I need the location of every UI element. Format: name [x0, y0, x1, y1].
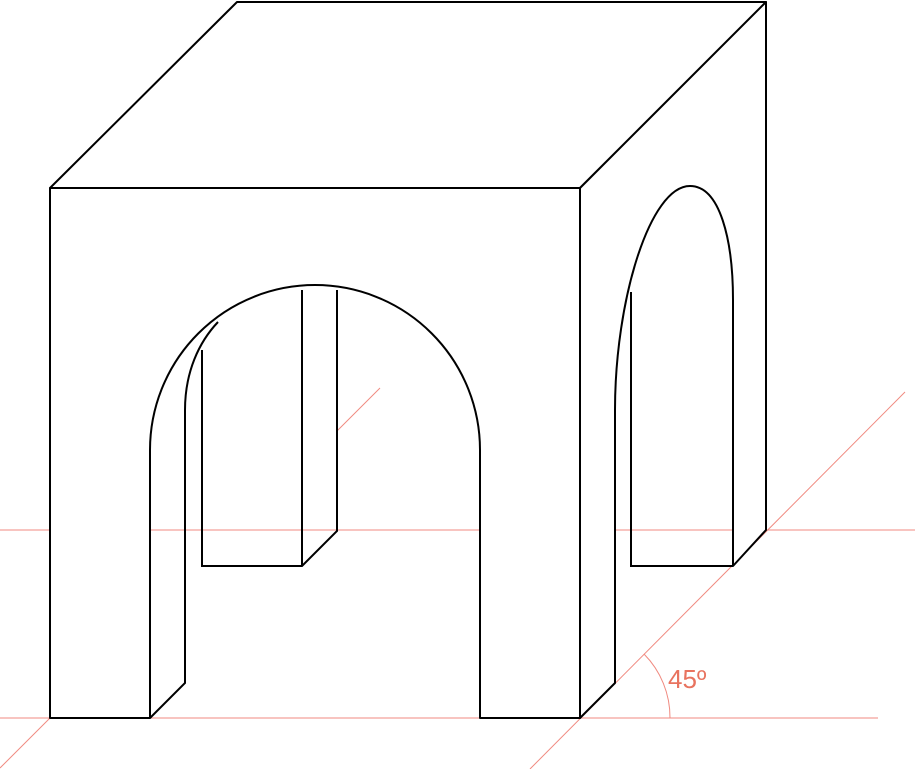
angle-arc: [643, 653, 671, 719]
back-wall-edges: [201, 290, 338, 567]
guide-diagonal-left-inner: [336, 387, 381, 432]
front-arch-reveal: [149, 321, 219, 719]
right-face: [579, 1, 767, 719]
front-face: [49, 187, 581, 719]
cube: [49, 1, 767, 719]
side-arch-reveal: [630, 292, 733, 567]
angle-label: 45º: [668, 664, 707, 694]
guide-diagonal-left: [0, 717, 51, 769]
